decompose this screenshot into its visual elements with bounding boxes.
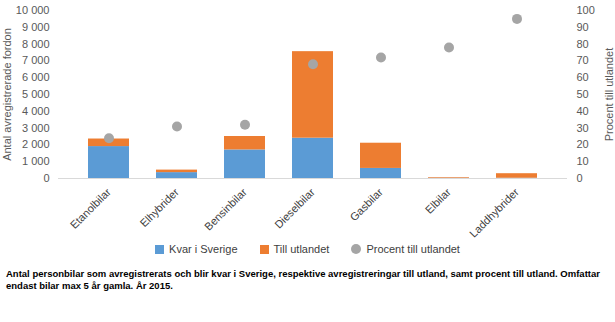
- svg-text:90: 90: [577, 21, 589, 33]
- svg-text:10: 10: [577, 155, 589, 167]
- svg-text:20: 20: [577, 138, 589, 150]
- svg-text:Laddhybrider: Laddhybrider: [467, 186, 521, 240]
- svg-text:Procent till utlandet: Procent till utlandet: [603, 48, 615, 142]
- svg-text:Elbilar: Elbilar: [423, 186, 453, 216]
- svg-text:8 000: 8 000: [22, 38, 50, 50]
- html-text:Antal personbilar som avregist: Antal personbilar som avregistrerats och…: [6, 268, 600, 291]
- svg-text:Gasbilar: Gasbilar: [347, 186, 385, 224]
- svg-text:40: 40: [577, 105, 589, 117]
- svg-text:Etanolbilar: Etanolbilar: [68, 186, 113, 231]
- svg-text:30: 30: [577, 122, 589, 134]
- html-text:Procent till utlandet: Procent till utlandet: [366, 243, 460, 255]
- svg-text:10 000: 10 000: [16, 4, 50, 16]
- html-text:Kvar i Sverige: Kvar i Sverige: [169, 243, 238, 255]
- svg-text:60: 60: [577, 71, 589, 83]
- svg-text:100: 100: [577, 4, 595, 16]
- svg-text:0: 0: [43, 172, 49, 184]
- html-text:Till utlandet: Till utlandet: [273, 243, 330, 255]
- svg-text:2 000: 2 000: [22, 138, 50, 150]
- svg-text:3 000: 3 000: [22, 122, 50, 134]
- svg-text:80: 80: [577, 38, 589, 50]
- svg-text:0: 0: [577, 172, 583, 184]
- svg-text:7 000: 7 000: [22, 54, 50, 66]
- svg-text:Dieselbilar: Dieselbilar: [272, 186, 317, 231]
- svg-text:Antal avregistrerade fordon: Antal avregistrerade fordon: [1, 28, 13, 161]
- svg-text:Elhybrider: Elhybrider: [137, 186, 181, 230]
- svg-text:9 000: 9 000: [22, 21, 50, 33]
- svg-text:5 000: 5 000: [22, 88, 50, 100]
- svg-text:70: 70: [577, 54, 589, 66]
- svg-text:1 000: 1 000: [22, 155, 50, 167]
- svg-text:Bensinbilar: Bensinbilar: [202, 186, 249, 233]
- svg-text:50: 50: [577, 88, 589, 100]
- svg-text:6 000: 6 000: [22, 71, 50, 83]
- svg-text:4 000: 4 000: [22, 105, 50, 117]
